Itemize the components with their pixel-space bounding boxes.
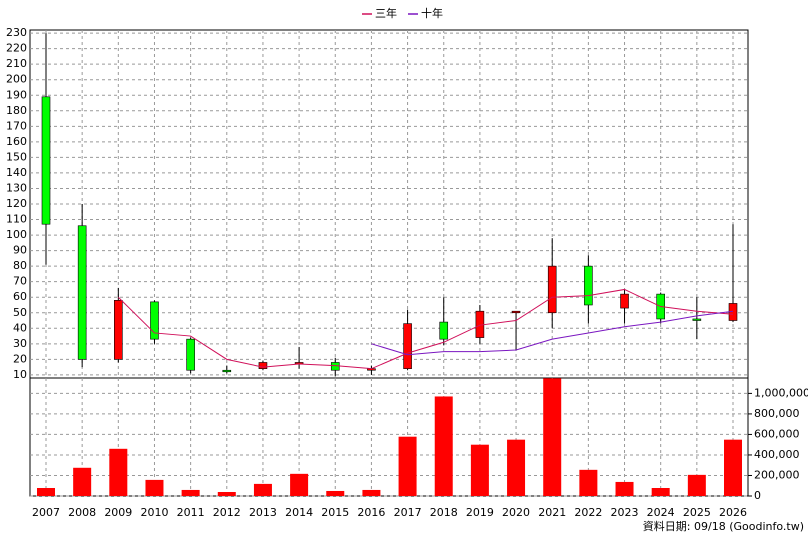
y-tick-label: 160 <box>6 135 27 148</box>
volume-bar <box>109 448 128 496</box>
volume-tick-label: 0 <box>754 489 761 502</box>
x-tick-label: 2011 <box>177 506 205 519</box>
volume-bar <box>724 439 742 496</box>
x-tick-label: 2020 <box>502 506 530 519</box>
y-tick-label: 220 <box>6 42 27 55</box>
y-tick-label: 150 <box>6 150 27 163</box>
x-tick-label: 2010 <box>140 506 168 519</box>
candle-body <box>222 369 232 373</box>
volume-bar <box>73 467 92 496</box>
volume-bar <box>181 489 200 496</box>
y-tick-label: 70 <box>13 275 27 288</box>
x-tick-label: 2023 <box>611 506 639 519</box>
volume-bar <box>651 487 670 496</box>
candle-body <box>330 362 340 371</box>
y-tick-label: 20 <box>13 352 27 365</box>
y-tick-label: 10 <box>13 368 27 381</box>
y-tick-label: 100 <box>6 228 27 241</box>
volume-tick-label: 200,000 <box>754 468 800 481</box>
y-tick-label: 200 <box>6 73 27 86</box>
x-tick-label: 2018 <box>430 506 458 519</box>
volume-bar <box>434 396 453 496</box>
y-tick-label: 50 <box>13 306 27 319</box>
ma-line <box>371 310 734 356</box>
y-tick-label: 110 <box>6 213 27 226</box>
y-tick-label: 130 <box>6 181 27 194</box>
x-tick-label: 2008 <box>68 506 96 519</box>
x-tick-label: 2025 <box>683 506 711 519</box>
volume-bar <box>253 483 272 496</box>
candle-body <box>186 338 195 371</box>
y-tick-label: 180 <box>6 104 27 117</box>
x-tick-label: 2007 <box>32 506 60 519</box>
x-tick-label: 2016 <box>357 506 385 519</box>
volume-bar <box>326 490 345 496</box>
volume-bar <box>362 489 381 496</box>
candle-body <box>150 301 159 340</box>
y-tick-label: 60 <box>13 290 27 303</box>
y-tick-label: 210 <box>6 57 27 70</box>
x-tick-label: 2021 <box>538 506 566 519</box>
candle-body <box>439 321 449 340</box>
candle-body <box>114 300 123 360</box>
volume-bar <box>579 469 598 496</box>
ma-line <box>117 288 734 370</box>
candle-body <box>692 318 702 321</box>
x-tick-label: 2022 <box>574 506 602 519</box>
candle-body <box>403 323 412 369</box>
volume-tick-label: 800,000 <box>754 407 800 420</box>
y-tick-label: 40 <box>13 321 27 334</box>
volume-bar <box>217 491 236 496</box>
volume-tick-label: 600,000 <box>754 427 800 440</box>
volume-bar <box>470 444 489 496</box>
y-tick-label: 170 <box>6 119 27 132</box>
x-tick-label: 2015 <box>321 506 349 519</box>
candle-body <box>511 310 521 314</box>
candle-body <box>584 265 593 306</box>
y-tick-label: 30 <box>13 337 27 350</box>
x-tick-label: 2019 <box>466 506 494 519</box>
y-tick-label: 190 <box>6 88 27 101</box>
footnote: 資料日期: 09/18 (Goodinfo.tw) <box>643 519 804 533</box>
volume-tick-label: 1,000,000 <box>754 386 808 399</box>
volume-bar <box>507 439 526 496</box>
legend-label: 三年 <box>375 6 397 20</box>
volume-bar <box>37 487 55 496</box>
x-tick-label: 2009 <box>104 506 132 519</box>
y-tick-label: 120 <box>6 197 27 210</box>
x-tick-label: 2013 <box>249 506 277 519</box>
volume-tick-label: 400,000 <box>754 448 800 461</box>
volume-bar <box>290 473 309 496</box>
volume-bar <box>543 378 562 496</box>
legend-label: 十年 <box>421 6 443 20</box>
y-tick-label: 140 <box>6 166 27 179</box>
y-tick-label: 90 <box>13 244 27 257</box>
candle-body <box>620 293 629 309</box>
x-tick-label: 2024 <box>647 506 675 519</box>
x-tick-label: 2014 <box>285 506 313 519</box>
x-tick-label: 2026 <box>719 506 747 519</box>
candle-body <box>41 96 51 225</box>
volume-bar <box>398 436 417 496</box>
candle-body <box>258 362 268 369</box>
x-tick-label: 2017 <box>394 506 422 519</box>
volume-bar <box>687 474 706 496</box>
volume-bar <box>615 481 634 496</box>
plot-frame <box>29 29 749 497</box>
y-tick-label: 230 <box>6 26 27 39</box>
x-tick-label: 2012 <box>213 506 241 519</box>
volume-bar <box>145 479 164 496</box>
candle-body <box>547 265 557 314</box>
y-tick-label: 80 <box>13 259 27 272</box>
candle-body <box>77 225 87 360</box>
